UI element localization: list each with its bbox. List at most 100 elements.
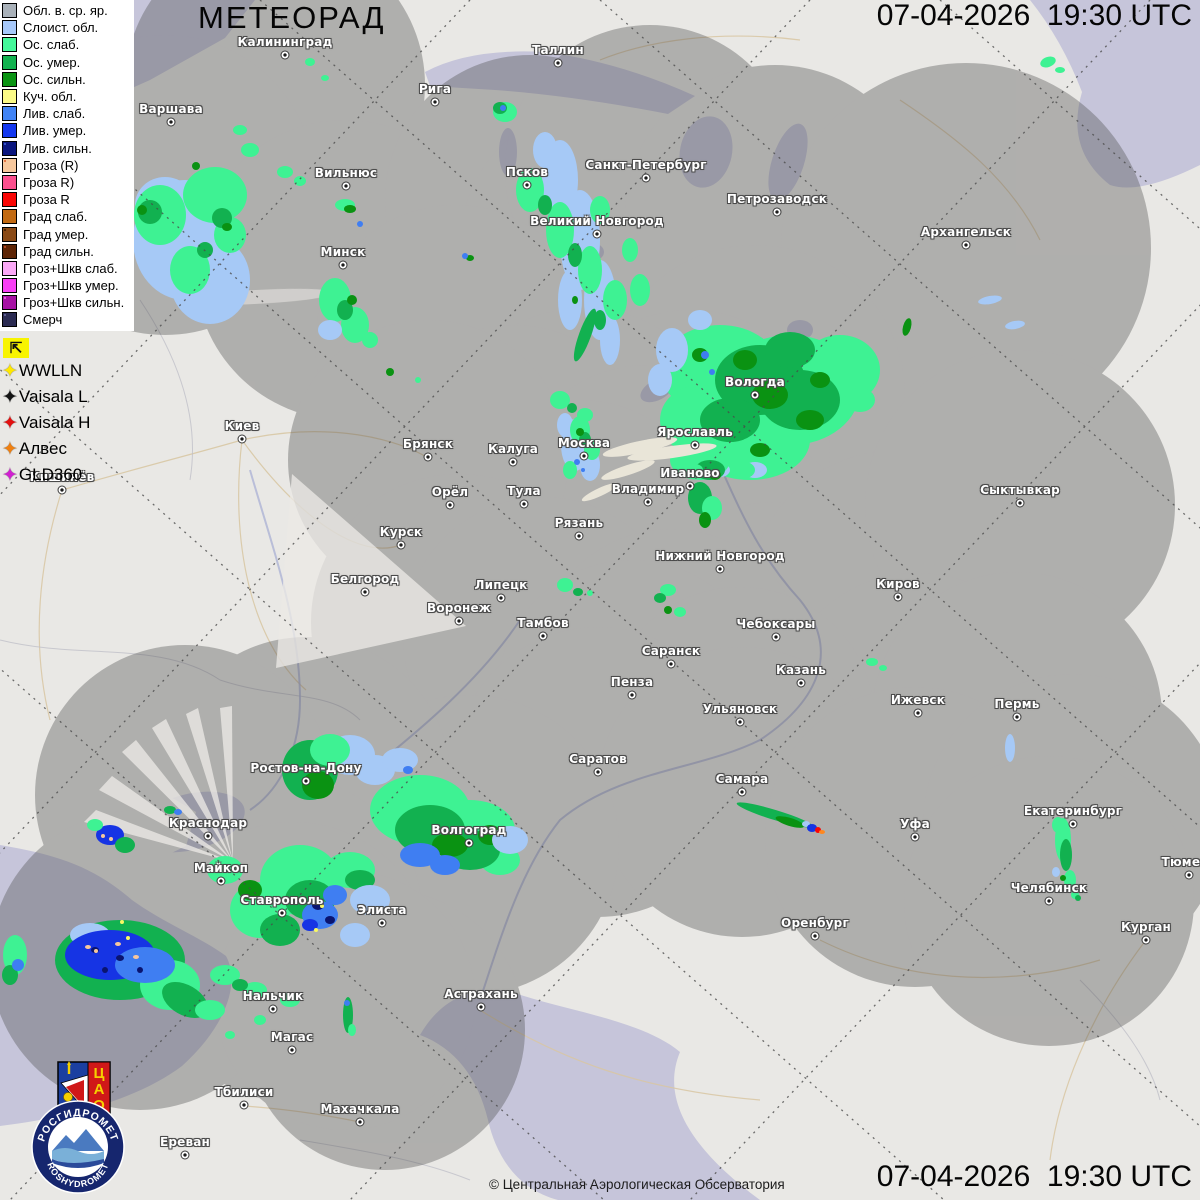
city-label: Тбилиси	[214, 1085, 274, 1099]
legend-label: Град сильн.	[23, 243, 94, 259]
city-label: Курск	[379, 525, 423, 539]
legend-row: Гроз+Шкв сильн.	[2, 294, 132, 311]
lightning-source-row: ✦ WWLLN	[2, 358, 90, 384]
city-marker	[715, 564, 725, 574]
city-marker	[796, 678, 806, 688]
city-label: Тула	[507, 484, 541, 498]
city-label: Владимир	[611, 482, 685, 496]
city-label: Магас	[270, 1030, 314, 1044]
precip-vologda	[648, 310, 880, 480]
lightning-star-icon: ✦	[2, 386, 18, 408]
lightning-source-row: ✦ Алвес	[2, 436, 90, 462]
precip-ivanovo	[557, 464, 722, 617]
legend-color-swatch	[2, 89, 17, 105]
legend-color-swatch	[2, 226, 17, 242]
city-marker	[268, 1004, 278, 1014]
city-marker	[627, 690, 637, 700]
city-marker	[377, 918, 387, 928]
city-label: Вологда	[725, 375, 785, 389]
city-label: Архангельск	[920, 225, 1012, 239]
legend-row: Слоист. обл.	[2, 19, 132, 36]
legend-label: Гроз+Шкв сильн.	[23, 295, 125, 311]
legend-color-swatch	[2, 106, 17, 122]
city-marker	[893, 592, 903, 602]
legend-row: Лив. умер.	[2, 122, 132, 139]
city-marker	[538, 631, 548, 641]
city-marker	[690, 440, 700, 450]
city-marker	[772, 207, 782, 217]
legend-label: Гроза R	[23, 192, 70, 208]
legend-color-swatch	[2, 71, 17, 87]
legend-label: Ос. сильн.	[23, 71, 86, 87]
legend-color-swatch	[2, 157, 17, 173]
city-label: Москва	[557, 436, 611, 450]
city-marker	[423, 452, 433, 462]
datetime-bottom: 07-04-2026 19:30 UTC	[876, 1160, 1192, 1193]
city-marker	[1044, 896, 1054, 906]
city-marker	[810, 931, 820, 941]
city-marker	[961, 240, 971, 250]
city-marker	[237, 434, 247, 444]
city-marker	[666, 659, 676, 669]
city-label: Тюмень	[1161, 855, 1200, 869]
city-marker	[685, 481, 695, 491]
legend-color-swatch	[2, 278, 17, 294]
legend-color-swatch	[2, 3, 17, 19]
city-label: Кишинёв	[29, 470, 95, 484]
precip-moscow	[557, 413, 600, 481]
legend-row: Ос. слаб.	[2, 36, 132, 53]
city-label: Орёл	[431, 485, 469, 499]
lightning-star-icon: ✦	[2, 360, 18, 382]
lightning-source-label: GLD360	[18, 465, 83, 484]
city-label: Майкоп	[193, 861, 249, 875]
lightning-items: ✦ WWLLN ✦ Vaisala L ✦ Vaisala H ✦ Алвес ✦ GLD360	[2, 358, 90, 488]
legend-row: Лив. слаб.	[2, 105, 132, 122]
city-marker	[592, 229, 602, 239]
city-label: Вильнюс	[314, 166, 378, 180]
legend-color-swatch	[2, 260, 17, 276]
city-marker	[166, 117, 176, 127]
precip-legend-panel: Обл. в. ср. яр. Слоист. обл. Ос. слаб. Ос. …	[0, 0, 134, 331]
city-label: Ростов-на-Дону	[250, 761, 362, 775]
city-label: Санкт-Петербург	[585, 158, 707, 172]
city-marker	[476, 1002, 486, 1012]
city-marker	[553, 58, 563, 68]
legend-label: Град умер.	[23, 226, 89, 242]
legend-row: Град слаб.	[2, 208, 132, 225]
city-label: Таллин	[532, 43, 584, 57]
lightning-source-label: Алвес	[18, 439, 67, 458]
legend-row: Град умер.	[2, 225, 132, 242]
cao-letter-2: А	[94, 1081, 105, 1098]
legend-row: Куч. обл.	[2, 88, 132, 105]
tornado-marker-box: ⇱	[3, 338, 29, 358]
city-marker	[239, 1100, 249, 1110]
city-label: Уфа	[900, 817, 930, 831]
city-label: Элиста	[357, 903, 407, 917]
city-label: Сыктывкар	[980, 483, 1060, 497]
legend-color-swatch	[2, 312, 17, 328]
legend-color-swatch	[2, 54, 17, 70]
city-marker	[287, 1045, 297, 1055]
legend-label: Слоист. обл.	[23, 20, 99, 36]
city-marker	[338, 260, 348, 270]
city-label: Ярославль	[657, 425, 733, 439]
city-marker	[519, 499, 529, 509]
precip-south	[2, 734, 528, 1039]
legend-row: Обл. в. ср. яр.	[2, 2, 132, 19]
legend-label: Ос. умер.	[23, 54, 81, 70]
city-label: Саратов	[569, 752, 627, 766]
lightning-source-row: ✦ Vaisala H	[2, 410, 90, 436]
tornado-symbol: ⇱	[9, 339, 23, 357]
lightning-star-icon: ✦	[2, 412, 18, 434]
city-label: Воронеж	[427, 601, 491, 615]
city-label: Саранск	[641, 644, 701, 658]
city-marker	[1015, 498, 1025, 508]
city-label: Липецк	[474, 578, 528, 592]
city-label: Самара	[715, 772, 769, 786]
city-label: Киров	[876, 577, 920, 591]
city-marker	[508, 457, 518, 467]
city-marker	[464, 838, 474, 848]
city-marker	[277, 908, 287, 918]
city-label: Оренбург	[781, 916, 849, 930]
legend-label: Гроз+Шкв умер.	[23, 278, 119, 294]
